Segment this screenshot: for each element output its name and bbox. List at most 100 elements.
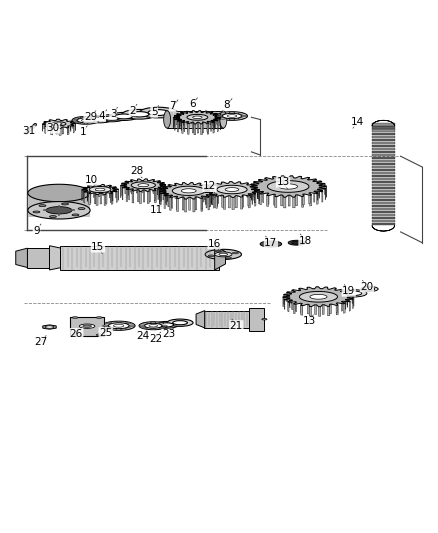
Polygon shape [216,194,217,206]
Polygon shape [288,195,290,206]
Ellipse shape [88,116,112,123]
Polygon shape [49,246,61,270]
Polygon shape [177,196,178,209]
Ellipse shape [220,118,226,119]
Polygon shape [328,306,330,316]
Polygon shape [372,144,395,147]
Polygon shape [171,195,173,208]
Polygon shape [275,197,277,207]
Polygon shape [161,189,162,201]
Polygon shape [372,120,395,126]
Polygon shape [288,302,289,312]
Polygon shape [215,196,217,208]
Polygon shape [111,193,113,204]
Polygon shape [329,304,331,314]
Polygon shape [262,191,264,203]
Polygon shape [193,199,195,212]
Polygon shape [301,305,303,315]
Polygon shape [210,114,211,125]
Ellipse shape [220,113,226,114]
Ellipse shape [129,325,135,327]
Polygon shape [90,192,91,203]
Polygon shape [45,126,46,133]
Polygon shape [143,190,145,202]
Polygon shape [211,187,212,199]
Ellipse shape [92,117,108,122]
Polygon shape [299,288,301,298]
Text: 6: 6 [189,99,195,109]
Polygon shape [372,139,395,141]
Polygon shape [349,301,350,311]
Ellipse shape [151,328,156,330]
Polygon shape [293,197,295,208]
Polygon shape [250,176,326,197]
Polygon shape [372,225,395,231]
Polygon shape [28,184,90,201]
Polygon shape [131,180,132,192]
Polygon shape [372,202,395,204]
Polygon shape [315,179,317,190]
Polygon shape [208,255,214,257]
Polygon shape [128,183,129,195]
Polygon shape [206,184,208,198]
Polygon shape [283,197,286,208]
Ellipse shape [116,329,121,330]
Text: 2: 2 [129,106,136,116]
Polygon shape [138,184,149,187]
Ellipse shape [104,116,120,120]
Polygon shape [272,176,275,188]
Polygon shape [70,317,104,336]
Polygon shape [340,292,342,301]
Polygon shape [291,294,292,304]
Ellipse shape [72,120,77,121]
Polygon shape [173,111,221,124]
Text: 3: 3 [110,109,117,119]
Polygon shape [253,184,255,197]
Polygon shape [139,322,168,330]
Polygon shape [310,195,312,206]
Text: 18: 18 [299,236,312,246]
Polygon shape [72,334,78,336]
Polygon shape [192,111,194,122]
Polygon shape [294,178,296,189]
Ellipse shape [95,120,99,121]
Ellipse shape [341,289,367,297]
Polygon shape [160,193,161,207]
Polygon shape [336,303,338,313]
Polygon shape [248,196,250,208]
Polygon shape [132,191,134,203]
Ellipse shape [159,327,164,329]
Polygon shape [301,179,303,190]
Polygon shape [223,197,226,209]
Ellipse shape [346,291,362,295]
Polygon shape [96,334,102,336]
Polygon shape [145,179,147,191]
Polygon shape [207,122,208,132]
Polygon shape [77,118,95,123]
Polygon shape [206,195,207,208]
Polygon shape [283,287,354,306]
Ellipse shape [361,287,378,292]
Polygon shape [272,179,274,190]
Polygon shape [372,181,395,183]
Polygon shape [52,122,66,126]
Polygon shape [172,186,205,196]
Ellipse shape [242,115,247,117]
Polygon shape [320,289,322,298]
Polygon shape [195,197,197,210]
Polygon shape [51,128,53,135]
Polygon shape [201,124,202,135]
Polygon shape [170,187,171,200]
Polygon shape [229,196,230,208]
Text: 23: 23 [162,329,175,340]
Ellipse shape [74,118,79,119]
Polygon shape [336,305,338,315]
Polygon shape [200,185,201,198]
Polygon shape [216,114,217,125]
Text: 13: 13 [276,177,290,187]
Ellipse shape [33,211,40,213]
Polygon shape [227,183,229,196]
Polygon shape [225,188,239,191]
Polygon shape [72,317,78,318]
Polygon shape [372,168,395,171]
